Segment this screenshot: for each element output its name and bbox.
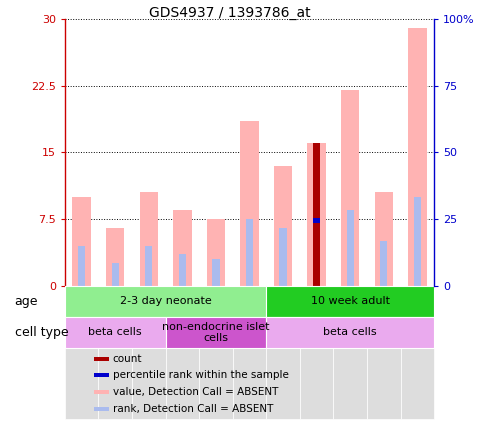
Bar [266, 286, 300, 419]
Bar [65, 286, 266, 317]
Bar [313, 218, 320, 223]
Bar [207, 219, 225, 286]
Bar [401, 286, 434, 419]
Text: non-endocrine islet
cells: non-endocrine islet cells [162, 321, 269, 343]
Text: 10 week adult: 10 week adult [311, 296, 390, 306]
Bar [140, 192, 158, 286]
Bar [94, 407, 109, 411]
Bar [78, 246, 85, 286]
Text: count: count [113, 354, 142, 364]
Bar [112, 263, 119, 286]
Text: cell type: cell type [14, 326, 68, 339]
Bar [199, 286, 233, 419]
Bar [65, 286, 98, 419]
Bar [94, 357, 109, 360]
Bar [266, 286, 434, 317]
Bar [408, 28, 427, 286]
Bar [313, 143, 320, 286]
Text: age: age [14, 295, 38, 308]
Bar [65, 317, 166, 348]
Bar [166, 286, 199, 419]
Text: value, Detection Call = ABSENT: value, Detection Call = ABSENT [113, 387, 278, 397]
Bar [106, 228, 124, 286]
Bar [173, 210, 192, 286]
Bar [240, 121, 258, 286]
Bar [145, 246, 153, 286]
Bar [166, 317, 266, 348]
Bar [375, 192, 393, 286]
Bar [266, 317, 434, 348]
Bar [333, 286, 367, 419]
Bar [246, 219, 253, 286]
Bar [346, 210, 354, 286]
Text: beta cells: beta cells [88, 327, 142, 338]
Bar [212, 259, 220, 286]
Bar [380, 241, 387, 286]
Bar [274, 166, 292, 286]
Bar [414, 197, 421, 286]
Text: rank, Detection Call = ABSENT: rank, Detection Call = ABSENT [113, 404, 273, 414]
Bar [341, 90, 359, 286]
Bar [132, 286, 166, 419]
Text: percentile rank within the sample: percentile rank within the sample [113, 370, 288, 380]
Bar [98, 286, 132, 419]
Text: GDS4937 / 1393786_at: GDS4937 / 1393786_at [149, 6, 310, 20]
Bar [300, 286, 333, 419]
Bar [72, 197, 91, 286]
Bar [279, 228, 287, 286]
Bar [94, 390, 109, 394]
Bar [307, 143, 326, 286]
Text: beta cells: beta cells [323, 327, 377, 338]
Bar [94, 373, 109, 377]
Text: 2-3 day neonate: 2-3 day neonate [120, 296, 212, 306]
Bar [313, 223, 320, 286]
Bar [367, 286, 401, 419]
Bar [179, 255, 186, 286]
Bar [233, 286, 266, 419]
